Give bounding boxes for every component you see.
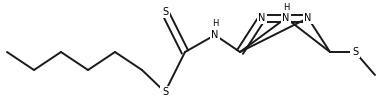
Text: N: N (258, 13, 266, 23)
Text: S: S (162, 87, 168, 97)
Text: H: H (212, 19, 218, 28)
Text: S: S (162, 7, 168, 17)
Text: N: N (282, 13, 290, 23)
Text: N: N (304, 13, 312, 23)
Text: N: N (211, 30, 219, 40)
Text: H: H (283, 3, 289, 12)
Text: S: S (352, 47, 358, 57)
